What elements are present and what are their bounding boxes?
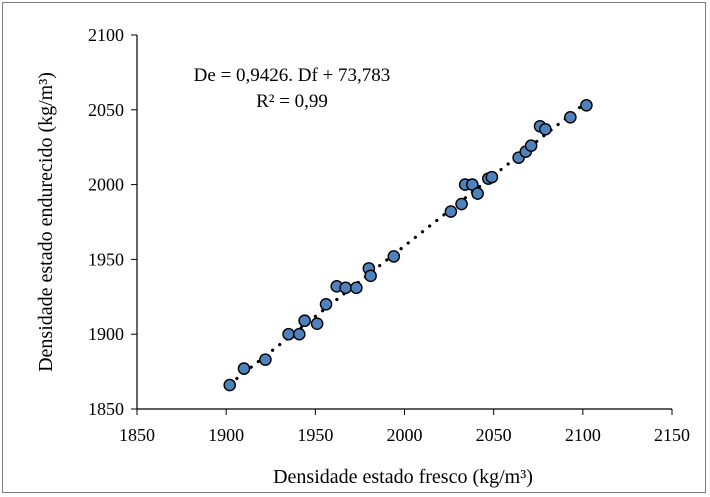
data-point: [237, 362, 251, 375]
y-tick-label: 1950: [88, 249, 124, 269]
data-point: [292, 327, 306, 341]
data-point: [364, 269, 377, 283]
data-point: [485, 170, 499, 184]
data-point: [539, 122, 552, 136]
x-axis-label: Densidade estado fresco (kg/m³): [273, 466, 533, 488]
x-tick-label: 2100: [565, 425, 601, 445]
data-point: [319, 297, 333, 311]
data-point: [298, 314, 311, 328]
y-tick-label: 2100: [88, 25, 124, 45]
x-tick-label: 1850: [119, 425, 155, 445]
y-tick-label: 2050: [88, 100, 124, 120]
data-point: [580, 99, 593, 112]
data-point: [564, 110, 577, 124]
data-point: [444, 205, 458, 218]
x-tick-label: 1900: [208, 425, 244, 445]
data-point: [282, 327, 295, 341]
chart-frame: [2, 2, 706, 493]
data-point: [471, 187, 484, 200]
data-point: [339, 281, 352, 295]
x-tick-label: 1950: [297, 425, 333, 445]
y-tick-label: 2000: [88, 175, 124, 195]
data-point: [387, 250, 401, 263]
x-tick-label: 2150: [654, 425, 690, 445]
y-axis-label: Densidade estado endurecido (kg/m³): [35, 72, 57, 372]
data-point: [259, 353, 272, 366]
x-tick-label: 2050: [476, 425, 512, 445]
data-point: [455, 197, 468, 211]
y-tick-label: 1850: [88, 399, 124, 419]
data-point: [350, 281, 363, 295]
trendline: [228, 100, 589, 386]
trendline-path: [228, 100, 589, 386]
data-point: [223, 378, 237, 392]
axes: 1850 1900 1950 2000 2050 2100 2150 1850 1900 1950…: [88, 25, 690, 445]
data-point: [524, 139, 538, 153]
trendline-equation: De = 0,9426. Df + 73,783: [194, 65, 391, 86]
data-points: [223, 99, 593, 392]
data-point: [465, 178, 479, 191]
r-squared-label: R² = 0,99: [256, 91, 328, 112]
data-point: [310, 317, 324, 331]
x-tick-label: 2000: [387, 425, 423, 445]
y-tick-label: 1900: [88, 324, 124, 344]
